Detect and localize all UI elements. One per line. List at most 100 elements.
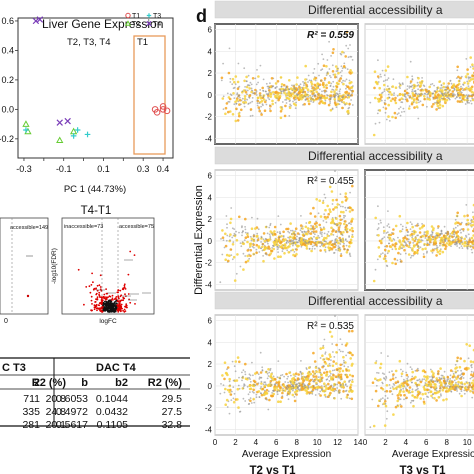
ma-point: [423, 244, 426, 247]
ma-point: [411, 370, 415, 374]
volcano-point: [93, 287, 96, 290]
ma-point: [471, 63, 474, 66]
ma-point: [257, 373, 260, 376]
ma-point: [260, 105, 262, 108]
ma-point: [264, 246, 268, 249]
ma-point: [336, 383, 338, 386]
ma-point: [340, 252, 343, 255]
ma-point: [428, 98, 432, 101]
ma-point: [449, 233, 452, 235]
ma-point: [439, 389, 441, 392]
ma-point: [383, 424, 387, 427]
ma-point: [319, 376, 322, 378]
ma-point: [289, 222, 292, 225]
ma-point: [429, 376, 431, 378]
ma-point: [399, 260, 402, 263]
ma-point: [302, 86, 305, 90]
ma-point: [248, 402, 251, 405]
ma-point: [405, 226, 408, 229]
ma-point: [376, 258, 379, 261]
ma-point: [268, 98, 271, 101]
ma-point: [314, 375, 318, 378]
ma-point: [466, 246, 469, 248]
ma-point: [399, 114, 402, 117]
ma-point: [243, 79, 246, 83]
ma-point: [287, 398, 290, 401]
ma-point: [346, 68, 349, 71]
ma-point: [436, 102, 439, 104]
ma-point: [283, 114, 287, 118]
ma-point: [430, 386, 432, 389]
ma-point: [455, 388, 458, 390]
ma-point: [273, 243, 277, 247]
ma-point: [243, 97, 247, 101]
ma-point: [262, 104, 264, 107]
ma-point: [455, 96, 458, 99]
ma-point: [352, 85, 354, 87]
ma-point: [434, 247, 436, 250]
ma-point: [323, 77, 327, 80]
ma-point: [347, 351, 349, 354]
ma-point: [400, 243, 404, 246]
ma-point: [401, 225, 404, 228]
ma-point: [391, 370, 393, 373]
ma-point: [388, 91, 392, 94]
pca-point: [56, 119, 63, 126]
ma-point: [391, 85, 395, 88]
ma-point: [307, 95, 310, 98]
ma-point: [260, 376, 263, 379]
ma-point: [469, 100, 472, 102]
ma-point: [401, 370, 404, 373]
ma-point: [452, 239, 455, 241]
ma-point: [328, 40, 330, 43]
ma-point: [316, 86, 319, 90]
ma-point: [266, 253, 268, 256]
ma-point: [342, 79, 344, 82]
ma-point: [318, 88, 321, 91]
volcano-point: [103, 293, 106, 296]
ma-point: [231, 360, 234, 363]
ma-point: [224, 258, 227, 262]
ma-point: [402, 381, 405, 385]
ma-point: [438, 103, 442, 107]
ma-point: [221, 229, 224, 232]
ma-point: [431, 251, 434, 254]
table-cell: 281: [22, 419, 40, 431]
ma-point: [234, 360, 238, 363]
ma-point: [340, 65, 343, 68]
volcano-point: [98, 304, 101, 307]
ma-point: [254, 227, 257, 230]
ma-point: [295, 389, 299, 393]
ma-point: [280, 234, 283, 238]
ma-point: [303, 383, 306, 386]
ma-point: [329, 94, 333, 97]
ma-point: [332, 234, 335, 236]
ma-point: [276, 95, 280, 99]
ma-point: [461, 386, 464, 388]
ma-point: [424, 237, 427, 239]
ma-point: [407, 245, 411, 248]
ma-point: [391, 115, 394, 119]
ma-x-tick-label: 10: [313, 438, 322, 447]
ma-point: [305, 242, 308, 245]
ma-point: [345, 251, 349, 254]
ma-point: [298, 233, 301, 236]
ma-point: [452, 93, 455, 95]
ma-point: [252, 235, 255, 238]
ma-point: [456, 211, 460, 215]
volcano-point: [96, 307, 99, 310]
pca-point: [84, 131, 91, 138]
ma-point: [340, 240, 342, 243]
ma-point: [324, 91, 326, 94]
ma-point: [332, 360, 336, 363]
ma-point: [401, 384, 405, 388]
ma-point: [348, 236, 350, 238]
ma-point: [410, 96, 414, 100]
ma-point: [254, 77, 257, 80]
ma-point: [299, 370, 302, 373]
ma-point: [384, 259, 388, 263]
ma-point: [469, 66, 472, 68]
ma-point: [463, 81, 466, 85]
ma-point: [424, 93, 427, 95]
